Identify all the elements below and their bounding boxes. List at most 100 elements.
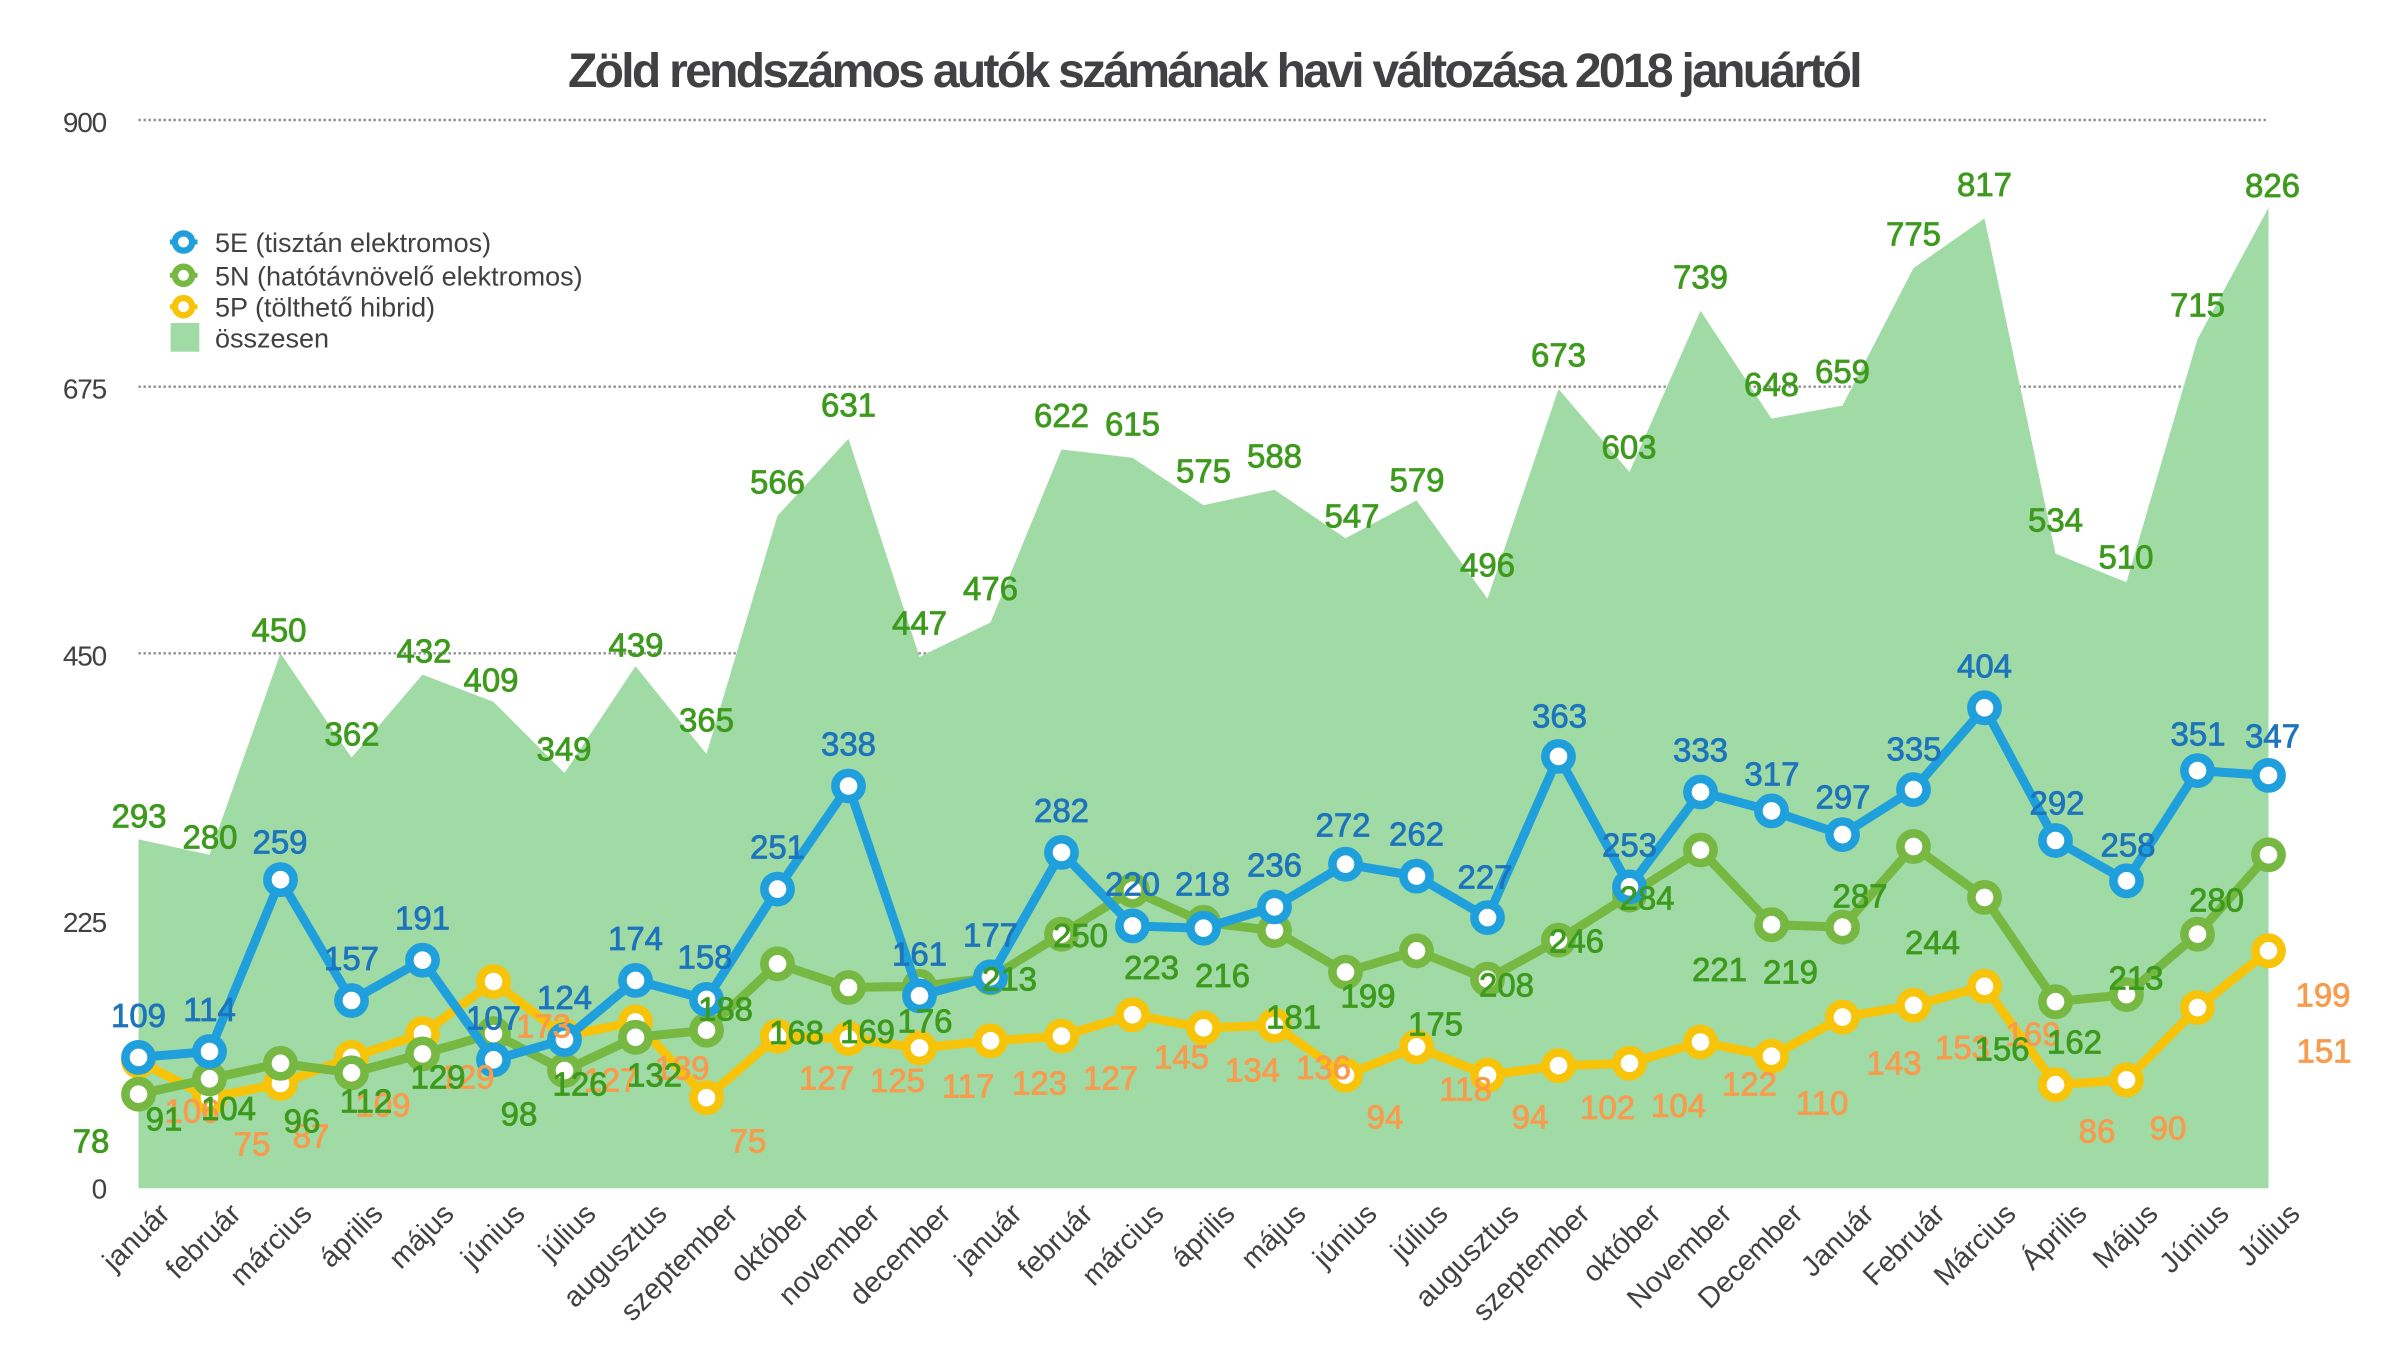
svg-text:87: 87 [293, 1118, 330, 1155]
svg-text:225: 225 [63, 907, 107, 938]
svg-text:5N (hatótávnövelő elektromos): 5N (hatótávnövelő elektromos) [215, 261, 583, 291]
svg-text:221: 221 [1692, 951, 1747, 988]
svg-text:112: 112 [340, 1083, 393, 1120]
svg-text:349: 349 [536, 731, 591, 768]
svg-text:117: 117 [942, 1068, 995, 1105]
svg-text:177: 177 [963, 916, 1018, 953]
svg-text:104: 104 [201, 1090, 256, 1127]
svg-text:338: 338 [821, 726, 876, 763]
svg-text:127: 127 [799, 1060, 854, 1097]
svg-text:250: 250 [1053, 917, 1108, 954]
svg-text:510: 510 [2098, 539, 2153, 576]
svg-text:404: 404 [1957, 647, 2012, 684]
svg-text:236: 236 [1247, 846, 1302, 883]
svg-text:675: 675 [63, 374, 107, 405]
svg-text:220: 220 [1105, 865, 1160, 902]
svg-text:476: 476 [963, 570, 1018, 607]
svg-text:259: 259 [252, 824, 307, 861]
svg-text:673: 673 [1531, 337, 1586, 374]
svg-text:104: 104 [1651, 1087, 1706, 1124]
svg-text:282: 282 [1034, 792, 1089, 829]
svg-text:648: 648 [1744, 366, 1799, 403]
svg-text:262: 262 [1389, 816, 1444, 853]
svg-text:168: 168 [769, 1014, 824, 1051]
svg-text:109: 109 [111, 997, 166, 1034]
svg-text:175: 175 [1408, 1006, 1463, 1043]
svg-text:139: 139 [654, 1050, 709, 1087]
svg-text:447: 447 [892, 604, 947, 641]
svg-text:547: 547 [1324, 498, 1379, 535]
svg-text:158: 158 [677, 939, 732, 976]
svg-text:118: 118 [1439, 1070, 1492, 1107]
svg-text:176: 176 [897, 1003, 952, 1040]
svg-text:272: 272 [1315, 807, 1370, 844]
svg-text:125: 125 [870, 1062, 925, 1099]
svg-text:900: 900 [63, 107, 107, 138]
svg-text:78: 78 [73, 1123, 110, 1160]
svg-text:106: 106 [164, 1093, 219, 1130]
svg-text:227: 227 [1457, 859, 1512, 896]
svg-text:216: 216 [1195, 957, 1250, 994]
svg-text:280: 280 [182, 819, 237, 856]
svg-text:127: 127 [583, 1062, 638, 1099]
svg-text:534: 534 [2028, 501, 2083, 538]
svg-text:284: 284 [1619, 880, 1674, 917]
svg-text:114: 114 [183, 991, 236, 1028]
svg-text:75: 75 [234, 1126, 271, 1163]
svg-text:253: 253 [1602, 826, 1657, 863]
svg-text:107: 107 [466, 999, 521, 1036]
svg-text:161: 161 [892, 935, 947, 972]
svg-text:188: 188 [698, 990, 753, 1027]
svg-text:213: 213 [982, 961, 1037, 998]
svg-text:191: 191 [395, 900, 450, 937]
svg-text:Zöld rendszámos autók számának: Zöld rendszámos autók számának havi vált… [568, 45, 1860, 98]
svg-text:450: 450 [251, 612, 306, 649]
svg-text:151: 151 [2296, 1033, 2351, 1070]
svg-text:258: 258 [2100, 827, 2155, 864]
svg-text:122: 122 [1722, 1066, 1777, 1103]
svg-text:173: 173 [516, 1008, 571, 1045]
svg-text:739: 739 [1673, 258, 1728, 295]
svg-text:143: 143 [1866, 1045, 1921, 1082]
svg-text:153: 153 [1935, 1029, 1990, 1066]
svg-text:75: 75 [730, 1123, 767, 1160]
svg-text:123: 123 [1012, 1064, 1067, 1101]
svg-text:102: 102 [1580, 1089, 1635, 1126]
svg-text:136: 136 [1296, 1049, 1351, 1086]
svg-text:94: 94 [1367, 1099, 1404, 1136]
svg-text:297: 297 [1815, 779, 1870, 816]
svg-text:162: 162 [2047, 1024, 2102, 1061]
svg-text:659: 659 [1815, 353, 1870, 390]
svg-text:362: 362 [324, 716, 379, 753]
svg-text:5P (tölthető hibrid): 5P (tölthető hibrid) [215, 293, 435, 323]
svg-text:351: 351 [2170, 716, 2225, 753]
svg-text:631: 631 [821, 386, 876, 423]
svg-text:91: 91 [146, 1101, 183, 1138]
svg-text:287: 287 [1832, 878, 1887, 915]
svg-text:566: 566 [750, 463, 805, 500]
svg-text:496: 496 [1460, 546, 1515, 583]
svg-text:715: 715 [2170, 287, 2225, 324]
svg-text:347: 347 [2245, 718, 2300, 755]
svg-text:90: 90 [2150, 1110, 2187, 1147]
svg-text:251: 251 [750, 829, 805, 866]
svg-text:280: 280 [2189, 881, 2244, 918]
svg-text:579: 579 [1389, 462, 1444, 499]
svg-text:129: 129 [439, 1059, 494, 1096]
svg-text:615: 615 [1105, 405, 1160, 442]
svg-text:588: 588 [1247, 437, 1302, 474]
svg-text:169: 169 [2005, 1016, 2060, 1053]
svg-text:603: 603 [1601, 429, 1656, 466]
svg-text:575: 575 [1176, 453, 1231, 490]
svg-text:365: 365 [679, 702, 734, 739]
svg-text:145: 145 [1154, 1038, 1209, 1075]
svg-text:826: 826 [2245, 167, 2300, 204]
svg-text:összesen: összesen [215, 323, 329, 353]
svg-text:174: 174 [608, 920, 663, 957]
svg-text:169: 169 [840, 1013, 895, 1050]
svg-text:213: 213 [2108, 960, 2163, 997]
svg-text:199: 199 [2295, 977, 2350, 1014]
svg-text:293: 293 [111, 798, 166, 835]
svg-text:98: 98 [501, 1096, 538, 1133]
svg-text:409: 409 [463, 662, 518, 699]
